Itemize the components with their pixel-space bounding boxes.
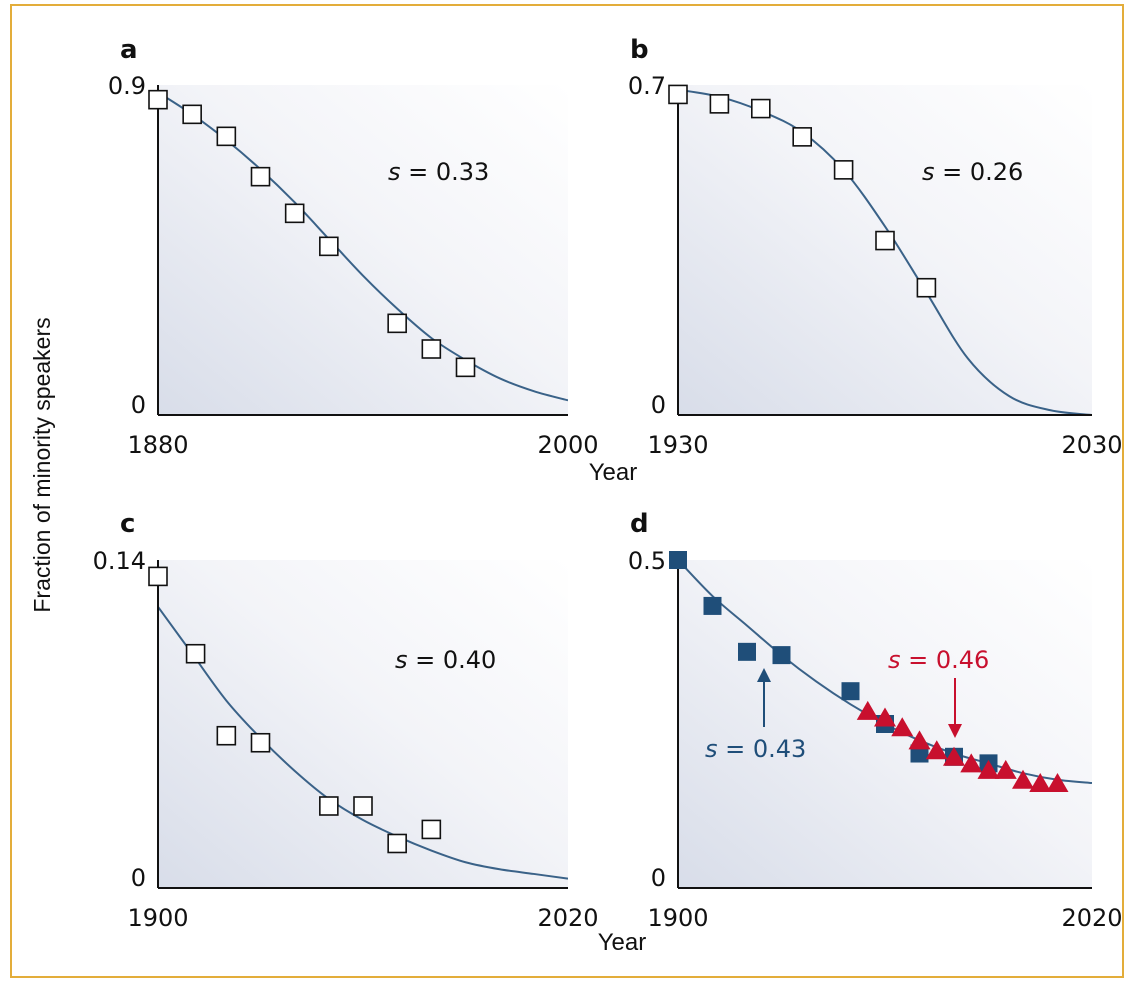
fit-line-c bbox=[158, 606, 568, 880]
data-point-d-triangle bbox=[1029, 773, 1052, 793]
data-point-d-triangle bbox=[925, 740, 948, 760]
y-tick-label-c: 0.14 bbox=[93, 547, 146, 575]
annotation-b: s = 0.26 bbox=[922, 158, 1023, 186]
data-point-d-triangle bbox=[994, 759, 1017, 779]
x-tick-label-b: 1930 bbox=[647, 431, 708, 459]
data-point-d-square bbox=[669, 551, 687, 569]
y-tick-label-a: 0 bbox=[131, 391, 146, 419]
panel-a-letter: a bbox=[120, 35, 138, 65]
x-tick-label-d: 1900 bbox=[647, 904, 708, 932]
annotation-a: s = 0.33 bbox=[388, 158, 489, 186]
x-tick-label-a: 2000 bbox=[537, 431, 598, 459]
y-tick-label-d: 0.5 bbox=[628, 547, 666, 575]
y-tick-label-b: 0.7 bbox=[628, 72, 666, 100]
data-point-c bbox=[353, 796, 373, 816]
data-point-a bbox=[421, 339, 442, 359]
data-point-a bbox=[148, 89, 168, 110]
annotation-d: s = 0.43 bbox=[705, 735, 806, 763]
data-point-c bbox=[421, 819, 442, 840]
panel-c-letter: c bbox=[120, 509, 135, 539]
data-point-b bbox=[709, 94, 730, 114]
data-point-a bbox=[182, 104, 202, 125]
data-point-d-triangle bbox=[874, 707, 896, 727]
annotation-arrowhead-d bbox=[757, 668, 771, 682]
panel-b-letter: b bbox=[630, 35, 649, 65]
data-point-b bbox=[875, 230, 895, 251]
data-point-a bbox=[387, 313, 407, 334]
data-point-b bbox=[668, 84, 688, 105]
data-point-b bbox=[792, 127, 813, 147]
y-tick-label-d: 0 bbox=[651, 864, 666, 892]
data-point-d-square bbox=[738, 642, 756, 661]
data-point-d-square bbox=[703, 596, 722, 615]
data-point-d-square bbox=[772, 646, 791, 665]
x-tick-label-a: 1880 bbox=[127, 431, 188, 459]
data-point-d-triangle bbox=[960, 753, 983, 773]
panel-d: 1900 2020 0 0.5 s = 0.43 s = 0.46 bbox=[628, 547, 1123, 932]
figure-frame bbox=[10, 4, 1124, 978]
x-tick-label-c: 1900 bbox=[127, 904, 188, 932]
data-point-d-triangle bbox=[908, 730, 931, 750]
x-tick-label-d: 2020 bbox=[1061, 904, 1122, 932]
panel-b: 1930 2030 0 0.7 s = 0.26 bbox=[628, 72, 1123, 459]
data-point-d-triangle bbox=[977, 759, 1000, 779]
data-point-a bbox=[284, 203, 305, 224]
data-point-a bbox=[319, 236, 339, 257]
y-tick-label-a: 0.9 bbox=[108, 72, 146, 100]
data-point-c bbox=[319, 796, 339, 816]
data-point-a bbox=[455, 357, 476, 378]
data-point-c bbox=[185, 643, 206, 664]
data-point-d-triangle bbox=[1046, 773, 1069, 793]
data-point-b bbox=[750, 98, 771, 119]
plot-area-c bbox=[158, 560, 568, 888]
data-point-b bbox=[833, 160, 854, 180]
data-point-a bbox=[250, 166, 271, 187]
data-point-d-triangle bbox=[856, 700, 879, 720]
y-tick-label-c: 0 bbox=[131, 864, 146, 892]
data-point-d-square bbox=[841, 682, 860, 701]
x-axis-title-top: Year bbox=[589, 459, 638, 486]
x-tick-label-b: 2030 bbox=[1061, 431, 1122, 459]
x-axis-title-bottom: Year bbox=[598, 929, 647, 956]
data-point-b bbox=[916, 277, 937, 298]
data-point-c bbox=[250, 732, 271, 753]
data-point-c bbox=[387, 833, 407, 854]
y-tick-label-b: 0 bbox=[651, 391, 666, 419]
annotation-c: s = 0.40 bbox=[395, 646, 496, 674]
panel-d-letter: d bbox=[630, 509, 649, 539]
data-point-a bbox=[216, 126, 237, 147]
data-point-d-triangle bbox=[943, 746, 965, 766]
y-axis-title: Fraction of minority speakers bbox=[29, 317, 55, 612]
data-point-c bbox=[148, 566, 168, 587]
x-tick-label-c: 2020 bbox=[537, 904, 598, 932]
data-point-c bbox=[216, 725, 237, 746]
data-point-d-triangle bbox=[1012, 769, 1034, 789]
annotation-d: s = 0.46 bbox=[888, 646, 989, 674]
annotation-arrowhead-d bbox=[948, 724, 962, 738]
panel-a: 1880 2000 0 0.9 s = 0.33 bbox=[108, 72, 599, 459]
panel-c: 1900 2020 0 0.14 s = 0.40 bbox=[93, 547, 599, 932]
data-point-d-triangle bbox=[891, 717, 914, 737]
